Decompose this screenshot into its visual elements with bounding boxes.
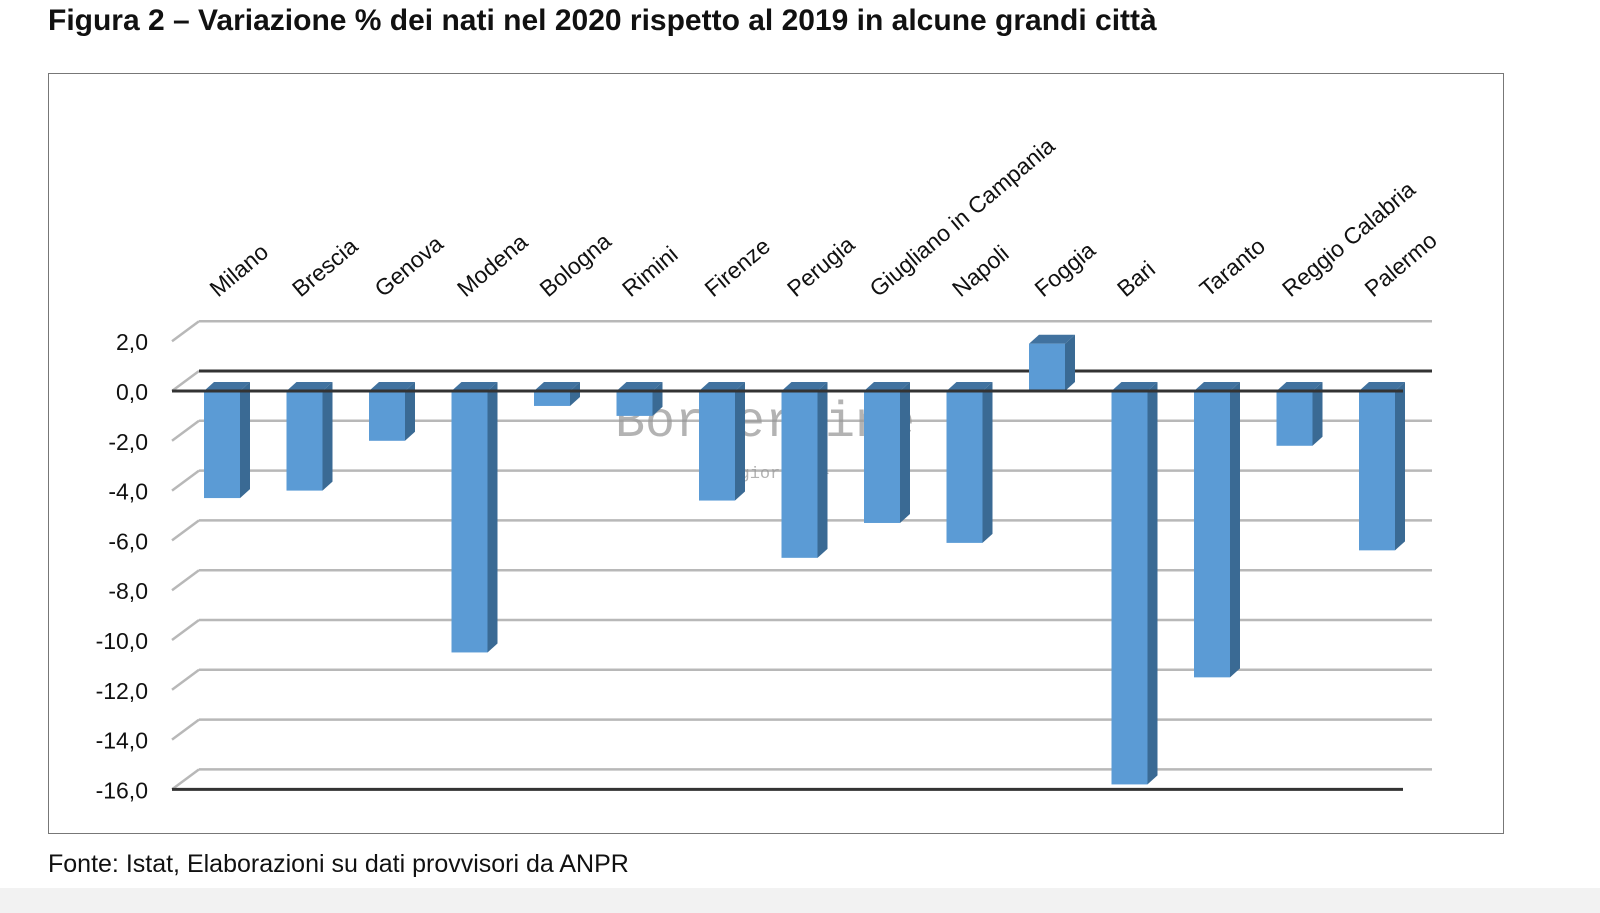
bar-firenze — [699, 391, 735, 501]
y-tick-label: -12,0 — [96, 678, 148, 704]
bar-bologna — [534, 391, 570, 406]
bar-side-face — [817, 382, 828, 558]
bar-top-face — [946, 382, 993, 391]
bar-side-face — [487, 382, 498, 653]
bar-side-face — [405, 382, 415, 441]
bar-top-face — [451, 382, 498, 391]
bar-side-face — [982, 382, 993, 543]
bar-rimini — [616, 391, 653, 416]
gridline-diagonal — [171, 768, 200, 791]
figure-title: Figura 2 – Variazione % dei nati nel 202… — [48, 4, 1157, 37]
bar-side-face — [1230, 382, 1240, 678]
gridline-diagonal — [171, 569, 200, 592]
bar-bari — [1111, 391, 1148, 785]
bar-reggio-calabria — [1276, 391, 1313, 446]
gridline-diagonal — [171, 419, 200, 442]
bar-side-face — [735, 382, 745, 501]
y-tick-label: -10,0 — [96, 628, 148, 654]
x-category-label: Genova — [370, 230, 449, 302]
bar-side-face — [1312, 382, 1323, 446]
bar-giugliano-in-campania — [864, 391, 900, 523]
x-category-label: Firenze — [700, 233, 775, 302]
x-category-label: Brescia — [287, 232, 363, 301]
bar-top-face — [864, 382, 910, 391]
y-tick-label: -16,0 — [96, 777, 148, 803]
bar-napoli — [946, 391, 983, 543]
y-tick-label: -4,0 — [108, 479, 148, 505]
bar-top-face — [699, 382, 745, 391]
x-category-label: Bari — [1112, 256, 1160, 302]
bar-side-face — [900, 382, 910, 523]
chart-frame — [48, 73, 1504, 834]
bar-top-face — [369, 382, 415, 391]
bar-top-face — [1359, 382, 1405, 391]
y-tick-label: 0,0 — [116, 379, 148, 405]
bar-perugia — [781, 391, 818, 558]
x-category-label: Perugia — [782, 231, 860, 302]
bar-genova — [369, 391, 405, 441]
bar-side-face — [1147, 382, 1158, 785]
bar-top-face — [204, 382, 250, 391]
bar-side-face — [1395, 382, 1405, 551]
bar-side-face — [322, 382, 333, 491]
bar-brescia — [286, 391, 323, 491]
x-category-label: Milano — [205, 238, 274, 301]
gridline-diagonal — [171, 320, 200, 343]
gridline-diagonal — [171, 718, 200, 741]
bar-side-face — [570, 382, 580, 406]
y-tick-label: -14,0 — [96, 728, 148, 754]
bar-top-face — [286, 382, 333, 391]
bar-top-face — [1029, 334, 1075, 344]
bar-side-face — [240, 382, 250, 499]
gridline-diagonal — [171, 369, 200, 393]
x-category-label: Napoli — [947, 240, 1014, 302]
gridline-diagonal — [171, 668, 200, 691]
gridline-diagonal — [171, 519, 200, 542]
x-category-label: Rimini — [617, 241, 683, 302]
source-note: Fonte: Istat, Elaborazioni su dati provv… — [48, 850, 629, 878]
bar-modena — [451, 391, 488, 653]
x-category-label: Taranto — [1195, 233, 1270, 302]
bar-top-face — [1276, 382, 1323, 391]
x-category-label: Bologna — [535, 228, 617, 302]
bar-side-face — [1065, 334, 1075, 391]
bar-taranto — [1194, 391, 1230, 678]
footer-strip — [0, 888, 1600, 913]
y-tick-label: -6,0 — [108, 528, 148, 554]
x-category-label: Palermo — [1360, 227, 1442, 302]
bar-top-face — [1194, 382, 1240, 391]
y-tick-label: 2,0 — [116, 329, 148, 355]
bar-top-face — [616, 382, 663, 391]
y-tick-label: -2,0 — [108, 429, 148, 455]
x-category-label: Foggia — [1030, 237, 1101, 302]
gridline-diagonal — [171, 469, 200, 492]
bar-top-face — [1111, 382, 1158, 391]
gridline-diagonal — [171, 618, 200, 642]
bar-foggia — [1029, 343, 1065, 391]
x-category-label: Modena — [452, 228, 533, 301]
bar-top-face — [534, 382, 580, 391]
bar-palermo — [1359, 391, 1395, 551]
bar-milano — [204, 391, 240, 499]
bar-top-face — [781, 382, 828, 391]
y-tick-label: -8,0 — [108, 578, 148, 604]
